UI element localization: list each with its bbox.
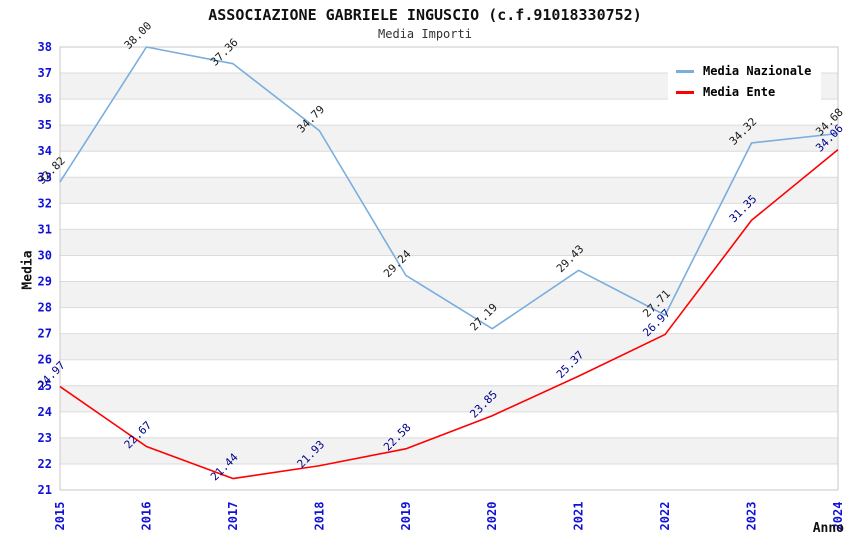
plot-band xyxy=(60,229,838,256)
x-tick-label: 2019 xyxy=(399,502,413,531)
plot-band xyxy=(60,177,838,204)
x-tick-label: 2016 xyxy=(139,502,153,531)
y-tick-label: 36 xyxy=(38,92,52,106)
x-tick-label: 2020 xyxy=(485,502,499,531)
y-axis-title: Media xyxy=(20,250,36,290)
legend-item-media-ente: Media Ente xyxy=(676,85,811,99)
x-tick-label: 2022 xyxy=(658,502,672,531)
y-tick-label: 30 xyxy=(38,248,52,262)
x-tick-label: 2017 xyxy=(226,502,240,531)
x-tick-label: 2018 xyxy=(312,502,326,531)
x-tick-label: 2023 xyxy=(745,502,759,531)
series-line-media-nazionale xyxy=(59,46,839,330)
y-tick-label: 27 xyxy=(38,327,52,341)
chart-subtitle: Media Importi xyxy=(378,27,472,41)
y-tick-label: 24 xyxy=(38,405,52,419)
legend-label: Media Nazionale xyxy=(703,64,812,78)
y-tick-label: 22 xyxy=(38,457,52,471)
plot-border xyxy=(59,46,839,491)
x-tick-label: 2021 xyxy=(572,502,586,531)
x-tick-label: 2024 xyxy=(831,502,845,531)
y-tick-label: 23 xyxy=(38,431,52,445)
chart-title: ASSOCIAZIONE GABRIELE INGUSCIO (c.f.9101… xyxy=(208,6,642,24)
y-tick-label: 32 xyxy=(38,196,52,210)
plot-band xyxy=(60,281,838,308)
y-tick-label: 31 xyxy=(38,222,52,236)
plot-band xyxy=(60,333,838,360)
legend-swatch-blue-line-icon xyxy=(676,69,694,73)
legend-swatch-red-line-icon xyxy=(676,90,694,94)
y-tick-label: 28 xyxy=(38,301,52,315)
y-tick-label: 26 xyxy=(38,353,52,367)
x-tick-label: 2015 xyxy=(53,502,67,531)
y-tick-label: 38 xyxy=(38,40,52,54)
y-tick-label: 34 xyxy=(38,144,52,158)
plot-band xyxy=(60,385,838,412)
plot-band xyxy=(60,125,838,152)
legend-item-media-nazionale: Media Nazionale xyxy=(676,64,811,78)
legend-label: Media Ente xyxy=(703,85,776,99)
y-tick-label: 33 xyxy=(38,170,52,184)
y-tick-label: 29 xyxy=(38,275,52,289)
y-tick-label: 21 xyxy=(38,483,52,497)
y-tick-label: 37 xyxy=(38,66,52,80)
plot-band xyxy=(60,437,838,464)
legend: Media Nazionale Media Ente xyxy=(668,57,822,106)
y-tick-label: 25 xyxy=(38,379,52,393)
y-tick-label: 35 xyxy=(38,118,52,132)
x-axis-title: Anno xyxy=(812,521,844,536)
series-line-media-ente xyxy=(59,149,839,480)
